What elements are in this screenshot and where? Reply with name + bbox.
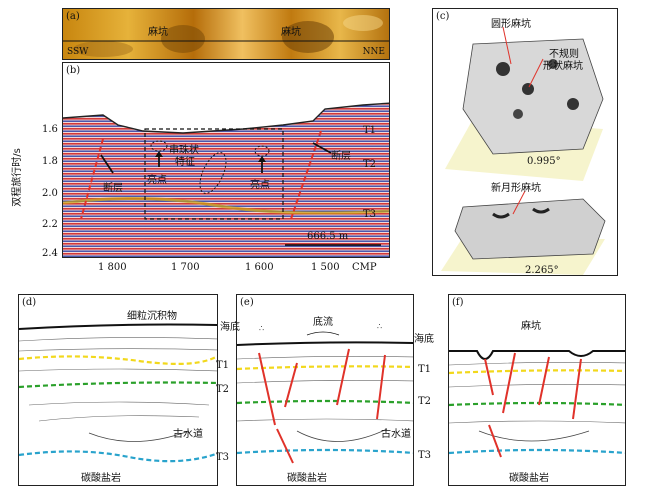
direction-nne: NNE [362,47,385,57]
angle-label-2: 2.265° [525,265,559,276]
seafloor-label-d: 海底 [220,322,240,333]
fine-sediment-label: 细粒沉积物 [127,311,177,322]
fault-label-right: 断层 [331,151,351,162]
xtick-1700: 1 700 [171,262,200,273]
irregular-label-1: 不规则 [549,49,579,60]
paleochannel-label-d: 古水道 [173,429,203,440]
panel-c-3d-views: (c) 圆形麻坑 不规则 形状麻坑 0.995° 新月形麻坑 2.265° [432,8,618,276]
panel-c-blocks [441,26,606,275]
pockmark-label-f: 麻坑 [521,321,541,332]
irregular-label-2: 形状麻坑 [543,61,583,72]
ytick-1.6: 1.6 [42,124,58,135]
seismic-section [63,102,389,257]
t1-label-e: T1 [418,364,432,375]
svg-text:∴: ∴ [259,324,264,333]
panel-a-seafloor-map: (a) 麻坑 麻坑 SSW NNE [62,8,390,60]
pockmark-label-1: 麻坑 [148,27,168,38]
direction-ssw: SSW [67,47,89,57]
panel-f-drawing [449,350,625,458]
panel-d-sketch: (d) 细粒沉积物 古水道 碳酸盐岩 [18,294,218,486]
crescent-pockmark-label: 新月形麻坑 [491,183,541,194]
horizon-t2: T2 [363,159,377,170]
panel-b-y-axis-label: 双程旅行时/s [11,148,23,207]
round-pockmark-label: 圆形麻坑 [491,19,531,30]
bright-spot-label-2: 亮点 [250,180,270,191]
panel-b-seismic-profile: (b) T1 T2 T3 断层 断层 亮点 亮点 串珠状 特征 666.5 m [62,62,390,258]
beaded-label: 串珠状 [169,145,199,156]
carbonate-label-d: 碳酸盐岩 [81,473,121,484]
bottom-current-label: 底流 [313,317,333,328]
panel-f-label: (f) [452,297,464,308]
ytick-2.2: 2.2 [42,219,58,230]
scale-bar-label: 666.5 m [307,231,349,242]
xtick-1800: 1 800 [98,262,127,273]
fault-label-left: 断层 [103,183,123,194]
t3-label-e: T3 [418,450,432,461]
ytick-2.0: 2.0 [42,188,58,199]
carbonate-label-e: 碳酸盐岩 [287,473,327,484]
t1-label-d: T1 [216,360,230,371]
t2-label-d: T2 [216,384,230,395]
panel-a-label: (a) [66,11,80,22]
seafloor-label-e: 海底 [414,334,434,345]
ytick-2.4: 2.4 [42,248,58,259]
panel-a-texture [63,15,389,57]
panel-d-label: (d) [22,297,37,308]
svg-text:∴: ∴ [377,322,382,331]
xtick-1600: 1 600 [245,262,274,273]
paleochannel-label-e: 古水道 [381,429,411,440]
pockmark-label-2: 麻坑 [281,27,301,38]
horizon-t3: T3 [363,209,377,220]
panel-e-label: (e) [240,297,254,308]
ytick-1.8: 1.8 [42,156,58,167]
panel-e-sketch: ∴ ∴ (e) 底流 古水道 碳酸盐岩 [236,294,414,486]
t2-label-e: T2 [418,396,432,407]
angle-label-1: 0.995° [527,156,561,167]
bright-spot-label-1: 亮点 [147,175,167,186]
panel-c-label: (c) [436,11,450,22]
x-axis-cmp: CMP [352,262,377,273]
t3-label-d: T3 [216,452,230,463]
panel-e-drawing: ∴ ∴ [237,322,413,464]
carbonate-label-f: 碳酸盐岩 [509,473,549,484]
horizon-t1: T1 [363,125,377,136]
panel-f-sketch: (f) 麻坑 碳酸盐岩 [448,294,626,486]
panel-d-drawing [19,323,217,463]
feature-label: 特征 [175,157,195,168]
xtick-1500: 1 500 [311,262,340,273]
panel-b-label: (b) [66,65,81,76]
